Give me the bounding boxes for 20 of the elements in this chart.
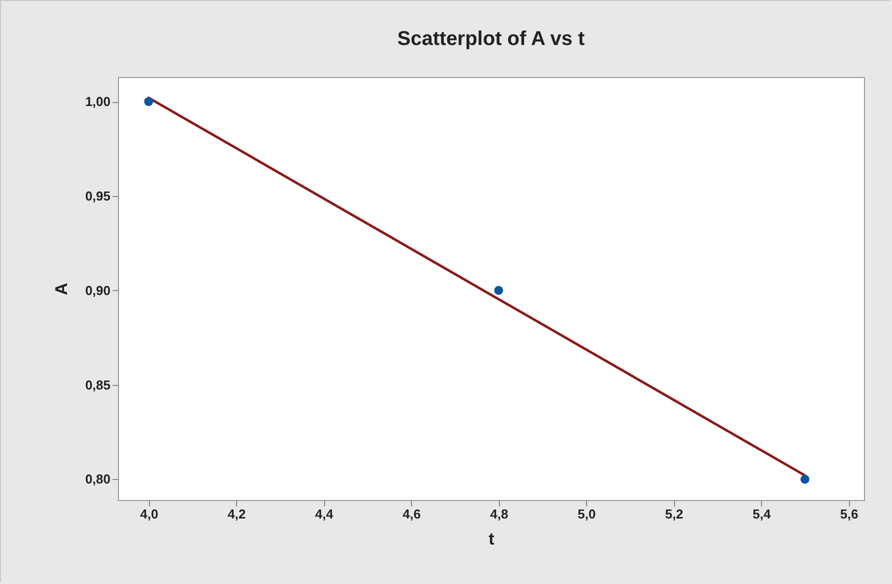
y-tick-label: 0,85: [85, 377, 110, 392]
y-tick-label: 0,95: [85, 188, 110, 204]
x-tick-label: 4,8: [490, 506, 508, 522]
x-tick-label: 5,2: [665, 506, 684, 522]
chart-title: Scatterplot of A vs t: [397, 28, 586, 50]
y-axis-title: A: [52, 282, 72, 296]
x-tick-label: 5,0: [578, 506, 596, 522]
x-tick-label: 4,0: [140, 506, 158, 522]
x-tick-label: 4,4: [315, 506, 334, 522]
point: [800, 474, 810, 484]
point: [144, 97, 154, 106]
y-tick-label: 0,80: [85, 472, 110, 487]
x-tick-label: 5,4: [752, 506, 772, 522]
y-tick-label: 1,00: [85, 94, 110, 110]
x-tick-label: 4,2: [228, 506, 246, 522]
y-tick-label: 0,90: [85, 282, 110, 298]
point: [494, 286, 504, 295]
x-tick-label: 4,6: [402, 506, 421, 522]
x-tick-label: 5,6: [840, 506, 858, 522]
x-axis-title: t: [488, 530, 495, 548]
